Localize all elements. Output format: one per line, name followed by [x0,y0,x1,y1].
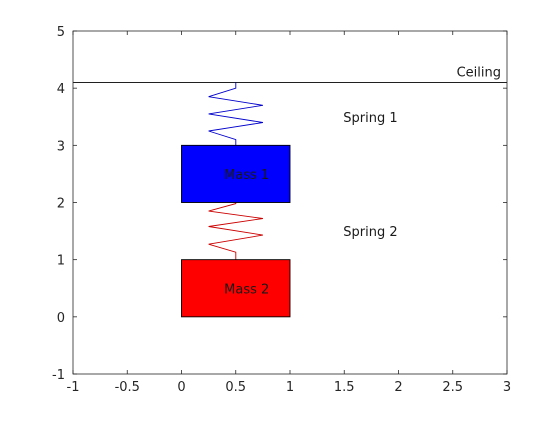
x-tick-label: 0.5 [225,380,246,395]
annotations: Spring 1 Spring 2 [343,111,397,240]
x-tick-label: 1.5 [334,380,355,395]
x-tick-label: -1 [67,380,80,395]
y-tick-label: 1 [57,254,65,269]
x-tick-label: 3 [503,380,511,395]
y-tick-label: 4 [57,82,65,97]
ceiling-label: Ceiling [457,65,501,80]
y-tick-label: 2 [57,197,65,212]
mass-1-block [181,144,291,203]
y-tick-label: 3 [57,139,65,154]
ceiling: Ceiling [73,65,507,83]
mass-1-label: Mass 1 [224,168,269,183]
y-tick-label: 5 [57,25,65,40]
x-tick-label: 1 [286,380,294,395]
y-tick-label: 0 [57,311,65,326]
mass-2-label: Mass 2 [224,282,269,297]
axes: -1 -0.5 0 0.5 1 1.5 2 2.5 3 -1 0 1 2 3 4 5 [52,25,511,395]
spring-2-annotation: Spring 2 [343,225,397,240]
x-tick-label: 2 [394,380,402,395]
masses: Mass 1 Mass 2 [181,144,291,318]
springs [208,82,263,260]
spring-2-coil [208,202,263,260]
y-tick-label: -1 [52,368,65,383]
x-tick-label: 2.5 [442,380,463,395]
mass-2-block [181,259,291,318]
x-tick-label: 0 [177,380,185,395]
spring-1-coil [208,82,263,146]
spring-1-annotation: Spring 1 [343,111,397,126]
x-tick-label: -0.5 [115,380,140,395]
